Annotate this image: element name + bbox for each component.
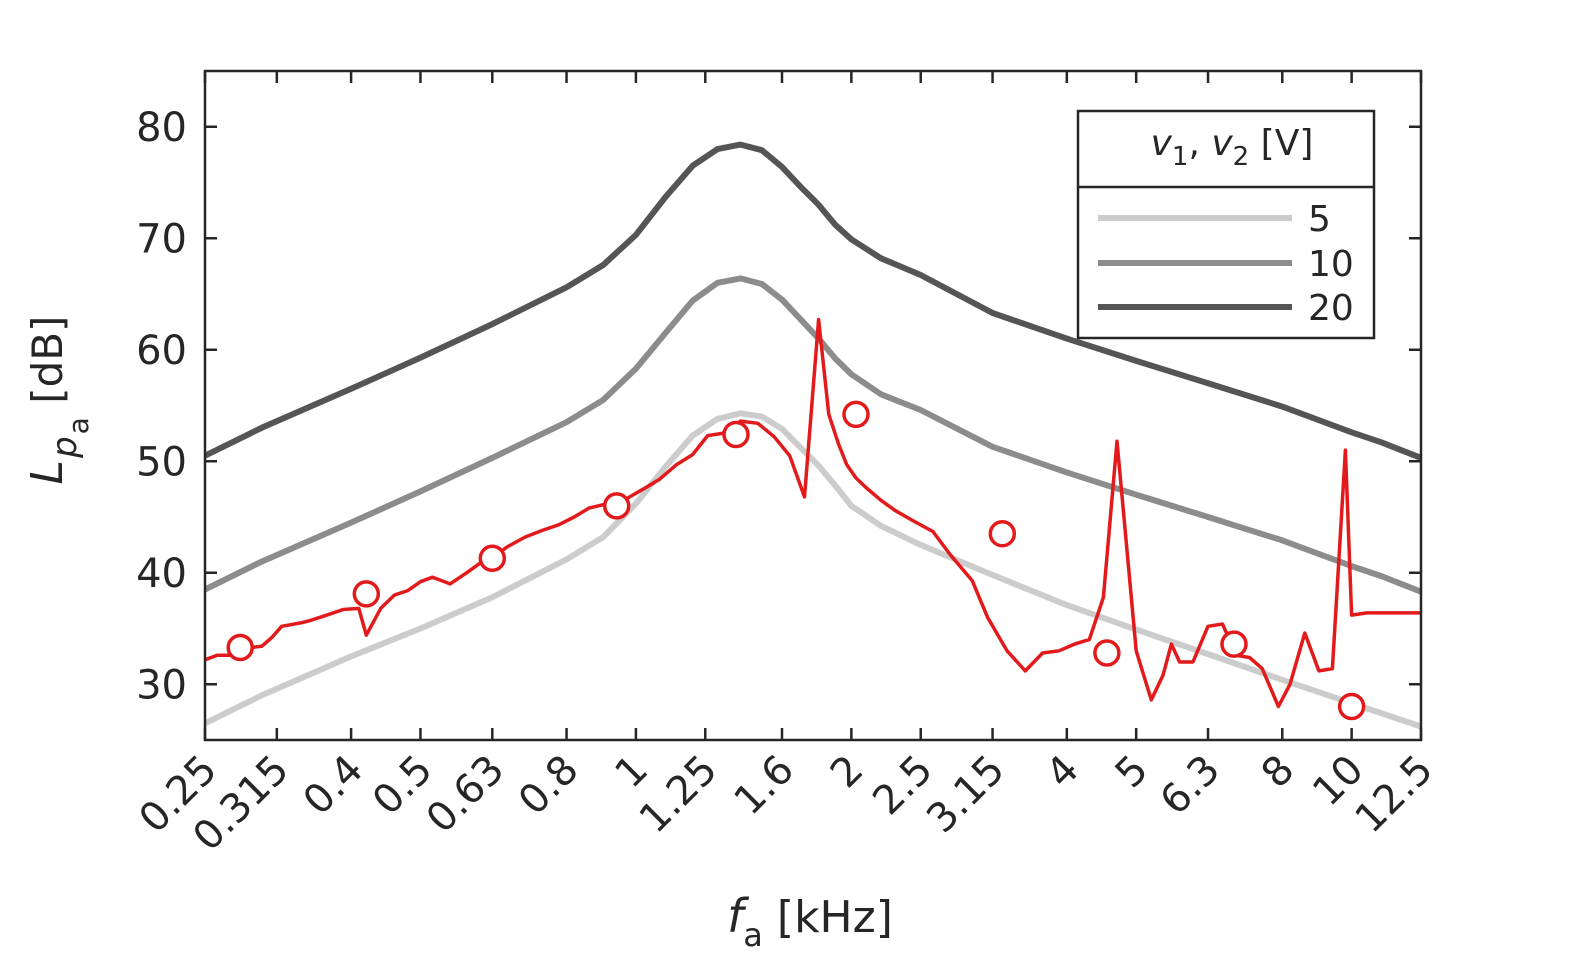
measured-marker xyxy=(352,580,381,608)
legend-title: v1, v2 [V] xyxy=(1151,123,1314,172)
legend-title-v1: v xyxy=(1151,123,1173,164)
svg-text:Lpa [dB]: Lpa [dB] xyxy=(22,316,95,485)
y-tick-label: 70 xyxy=(136,216,187,262)
x-tick-label: 12.5 xyxy=(1347,747,1443,843)
y-tick-label: 30 xyxy=(136,662,187,708)
x-tick-label: 1 xyxy=(606,747,657,798)
x-tick-label: 2 xyxy=(822,747,873,798)
plot-frame xyxy=(203,69,1423,742)
y-tick-label: 50 xyxy=(136,439,187,485)
measured-marker xyxy=(478,544,507,573)
legend-title-unit: [V] xyxy=(1249,123,1313,164)
x-tick-label: 1.6 xyxy=(726,747,804,825)
x-axis-title-unit: [kHz] xyxy=(777,892,893,943)
measured-marker xyxy=(1337,692,1366,721)
legend: v1, v2 [V] 5 10 20 xyxy=(1076,109,1376,340)
legend-box xyxy=(1076,109,1376,340)
y-tick-label: 60 xyxy=(136,328,187,374)
measured-marker xyxy=(226,633,254,662)
y-tick-label: 40 xyxy=(136,551,187,597)
legend-title-v2: v xyxy=(1211,123,1233,164)
series-20-volt-line xyxy=(205,141,1421,461)
marker-layer xyxy=(226,400,1366,721)
x-tick-label: 4 xyxy=(1037,747,1088,798)
x-tick-label: 0.63 xyxy=(418,747,514,843)
measured-marker xyxy=(1220,630,1248,658)
y-axis-title-sub1: p xyxy=(45,436,85,459)
x-axis-title: fa [kHz] xyxy=(727,889,893,954)
y-axis-title-unit: [dB] xyxy=(23,316,72,404)
legend-title-sep: , xyxy=(1188,123,1211,164)
y-axis-title-sub2: a xyxy=(62,417,95,434)
measured-line xyxy=(205,317,1421,709)
y-tick-label: 80 xyxy=(136,105,187,151)
x-tick-label: 3.15 xyxy=(918,747,1014,843)
x-tick-label: 5 xyxy=(1107,747,1158,798)
legend-label-5: 5 xyxy=(1308,199,1331,240)
legend-label-20: 20 xyxy=(1308,288,1354,329)
x-tick-label: 8 xyxy=(1253,747,1304,798)
series-5-volt-line xyxy=(205,410,1421,730)
series-layer xyxy=(205,141,1421,730)
measured-marker xyxy=(722,420,750,449)
legend-title-v1-sub: 1 xyxy=(1172,142,1189,172)
legend-label-10: 10 xyxy=(1308,244,1354,285)
measured-marker xyxy=(988,519,1017,548)
x-tick-label: 0.8 xyxy=(510,747,588,825)
svg-text:fa [kHz]: fa [kHz] xyxy=(727,889,893,954)
y-axis-title: Lpa [dB] xyxy=(22,316,95,485)
legend-title-v2-sub: 2 xyxy=(1233,142,1250,172)
x-axis-title-sub: a xyxy=(743,916,763,954)
x-tick-label: 6.3 xyxy=(1152,747,1230,825)
x-tick-label: 1.25 xyxy=(631,747,727,843)
measured-marker xyxy=(842,400,870,429)
series-10-volt-line xyxy=(205,275,1421,595)
measured-marker xyxy=(1093,639,1121,667)
y-axis-title-main: L xyxy=(22,460,73,485)
x-tick-label: 0.4 xyxy=(295,747,373,825)
measured-marker xyxy=(602,492,631,520)
